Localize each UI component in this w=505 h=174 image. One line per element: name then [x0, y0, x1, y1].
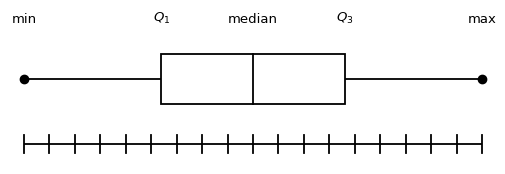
- Text: $Q_3$: $Q_3$: [335, 11, 352, 26]
- Text: $Q_1$: $Q_1$: [153, 11, 170, 26]
- Text: min: min: [11, 13, 36, 26]
- Text: median: median: [228, 13, 277, 26]
- Bar: [161, 54, 344, 104]
- Text: max: max: [467, 13, 495, 26]
